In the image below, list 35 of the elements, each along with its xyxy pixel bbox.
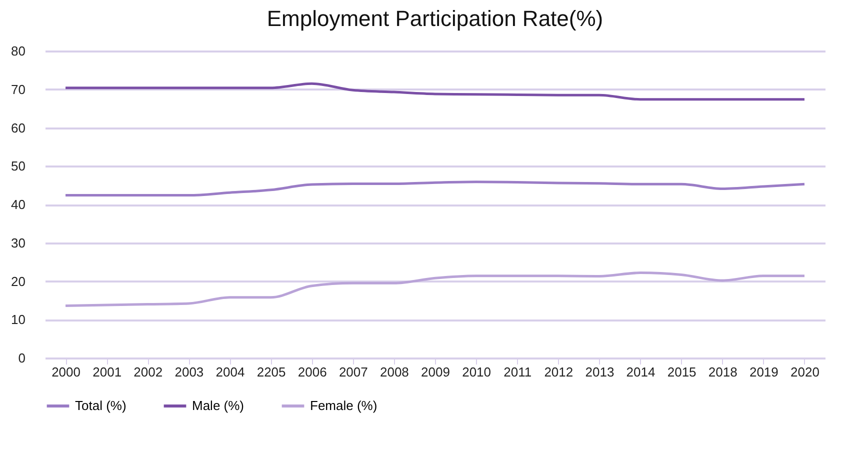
x-tick-label: 2012 <box>544 364 574 380</box>
y-tick-label: 20 <box>11 274 26 289</box>
y-tick-label: 30 <box>11 235 26 250</box>
x-tick-label: 2010 <box>462 364 492 380</box>
x-tick-label: 2009 <box>421 364 450 380</box>
x-tick-label: 2020 <box>790 364 820 380</box>
y-tick-label: 0 <box>18 350 26 366</box>
legend-label: Female (%) <box>310 398 378 413</box>
x-tick-label: 2002 <box>134 364 163 380</box>
x-tick-label: 2000 <box>52 364 80 380</box>
y-tick-label: 80 <box>11 44 26 58</box>
x-tick-label: 2003 <box>174 364 204 380</box>
x-tick-label: 2006 <box>298 364 327 380</box>
y-tick-label: 40 <box>11 197 26 212</box>
x-tick-label: 2007 <box>338 364 368 380</box>
y-tick-label: 60 <box>11 120 26 136</box>
x-tick-label: 2014 <box>626 364 656 380</box>
y-tick-label: 50 <box>11 158 26 174</box>
line-series <box>64 82 806 101</box>
line-series <box>64 272 806 308</box>
x-tick-label: 2001 <box>92 364 122 380</box>
x-tick-label: 2019 <box>749 364 778 380</box>
x-tick-label: 2004 <box>216 364 245 380</box>
x-tick-label: 2013 <box>585 364 614 380</box>
x-tick-label: 2015 <box>667 364 696 380</box>
y-tick-label: 70 <box>11 82 26 97</box>
x-tick-label: 2008 <box>380 364 409 380</box>
y-tick-label: 10 <box>11 312 26 328</box>
x-tick-label: 2205 <box>256 364 286 380</box>
legend-label: Total (%) <box>75 398 126 413</box>
x-tick-label: 2011 <box>504 364 532 380</box>
x-tick-label: 2018 <box>708 364 738 380</box>
chart-title: Employment Participation Rate(%) <box>266 6 604 31</box>
legend-label: Male (%) <box>192 398 244 413</box>
line-series <box>64 180 806 197</box>
